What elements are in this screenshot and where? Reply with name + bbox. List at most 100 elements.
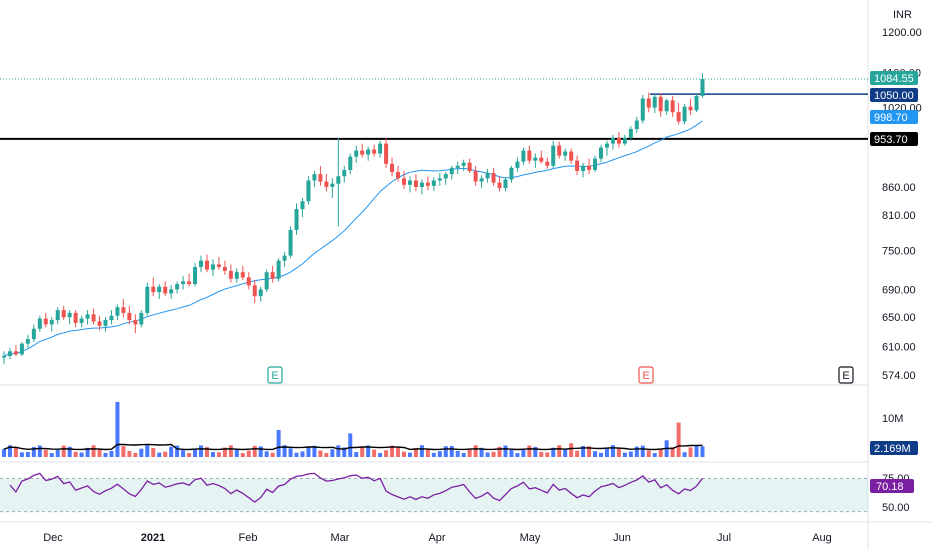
volume-bar	[151, 447, 156, 457]
candle-body	[652, 96, 657, 108]
volume-bar	[676, 422, 681, 457]
time-tick-label: Mar	[331, 532, 350, 544]
volume-bar	[354, 452, 359, 457]
candle-body	[139, 312, 144, 325]
candle-body	[31, 328, 36, 340]
volume-bar	[19, 452, 24, 457]
volume-bar	[210, 452, 215, 457]
volume-bar	[252, 445, 257, 457]
volume-bar	[503, 445, 508, 457]
volume-bar	[336, 445, 341, 457]
candle-body	[646, 98, 651, 108]
volume-bar	[306, 446, 311, 457]
candle-body	[19, 343, 24, 355]
candle-body	[676, 112, 681, 122]
volume-bar	[193, 449, 198, 457]
candle-body	[581, 165, 586, 172]
candle-body	[187, 281, 192, 285]
candle-body	[103, 320, 108, 326]
candle-body	[688, 106, 693, 111]
candle-body	[431, 180, 436, 186]
volume-bar	[49, 453, 54, 457]
volume-bar	[264, 451, 269, 457]
rsi-last-label: 70.18	[876, 481, 904, 493]
candle-body	[127, 312, 132, 321]
volume-layer: 10M 2.169M	[2, 401, 918, 457]
volume-bar	[300, 451, 305, 457]
candle-body	[694, 95, 699, 111]
candle-body	[181, 281, 186, 285]
axis-layer: INR 1200.001100.001020.00950.00860.00810…	[882, 9, 922, 382]
candle-body	[13, 351, 18, 355]
earnings-marker-label: E	[271, 370, 278, 382]
volume-bar	[461, 452, 466, 457]
earnings-marker	[638, 366, 654, 384]
candle-body	[342, 169, 347, 177]
candle-body	[49, 320, 54, 325]
candle-body	[557, 145, 562, 156]
volume-bar	[587, 446, 592, 457]
volume-bar	[527, 445, 532, 457]
candle-body	[401, 178, 406, 185]
earnings-marker-label: E	[642, 370, 649, 382]
volume-bar	[73, 451, 78, 457]
candle-body	[240, 272, 245, 278]
time-tick-label: Jul	[717, 532, 731, 544]
candle-body	[258, 289, 263, 297]
candle-body	[640, 98, 645, 121]
candle-body	[115, 307, 120, 316]
candle-body	[372, 149, 377, 154]
candle-body	[599, 147, 603, 159]
volume-bar	[288, 448, 293, 457]
candle-body	[527, 150, 532, 161]
candle-body	[491, 173, 496, 183]
volume-bar	[25, 451, 30, 457]
volume-bar	[551, 447, 556, 457]
candle-body	[193, 267, 198, 285]
candle-body	[336, 176, 341, 184]
volume-bar	[658, 449, 663, 457]
candle-body	[79, 318, 84, 323]
volume-last-label: 2.169M	[874, 443, 911, 455]
price-tag	[870, 88, 918, 102]
price-tick-label: 1200.00	[882, 27, 922, 39]
volume-bar	[425, 448, 430, 457]
candle-body	[121, 307, 126, 313]
candle-body	[109, 315, 114, 321]
volume-bar	[581, 445, 586, 457]
time-tick-label: Feb	[239, 532, 258, 544]
candle-body	[455, 165, 460, 168]
candle-body	[604, 143, 609, 148]
volume-bar	[7, 445, 12, 457]
candle-body	[384, 143, 389, 164]
volume-bar	[610, 445, 615, 457]
volume-bar	[479, 447, 484, 457]
volume-bar	[2, 449, 6, 457]
volume-bar	[342, 447, 347, 457]
candle-body	[479, 178, 484, 182]
candle-body	[25, 339, 30, 344]
volume-bar	[449, 445, 454, 457]
volume-bar	[318, 450, 323, 457]
candle-body	[264, 272, 269, 290]
volume-bar	[604, 448, 609, 457]
candle-body	[306, 180, 311, 202]
volume-bar	[133, 452, 138, 457]
volume-bar	[67, 446, 72, 457]
candle-body	[294, 209, 299, 230]
candle-body	[616, 137, 621, 144]
volume-bar	[599, 452, 603, 457]
volume-bar	[557, 445, 562, 457]
time-tick-label: Jun	[613, 532, 631, 544]
candle-body	[133, 320, 138, 325]
candle-body	[324, 181, 329, 187]
candle-body	[7, 351, 12, 356]
candle-body	[539, 157, 544, 162]
volume-bar	[139, 448, 144, 457]
volume-bar	[270, 452, 275, 457]
candle-body	[413, 180, 418, 187]
candle-body	[485, 173, 490, 179]
